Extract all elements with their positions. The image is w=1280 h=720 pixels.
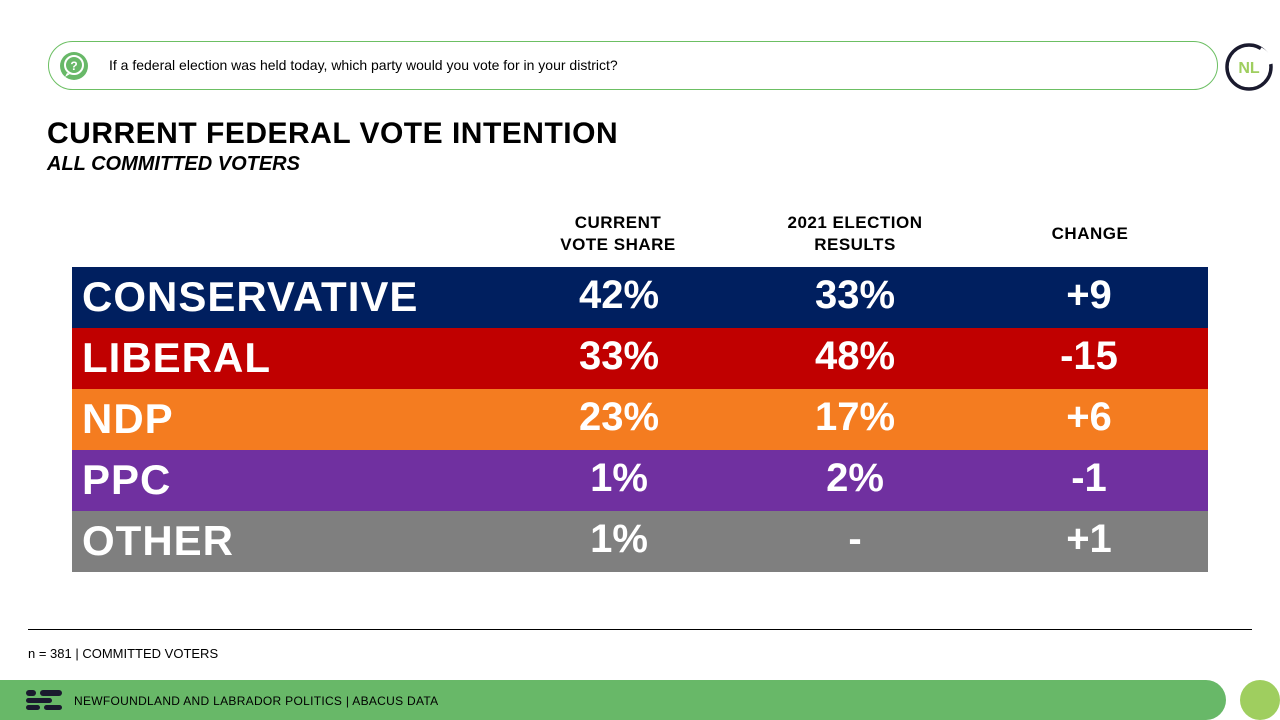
cell-current: 33% (578, 334, 660, 378)
sample-footnote: n = 381 | COMMITTED VOTERS (28, 646, 219, 661)
column-header-line: RESULTS (814, 235, 896, 254)
chart-title: CURRENT FEDERAL VOTE INTENTION (47, 117, 619, 150)
cell-current: 42% (578, 273, 660, 317)
column-header-change: CHANGE (980, 223, 1200, 245)
party-label: LIBERAL (82, 334, 271, 381)
vote-table: CONSERVATIVE 42% 33% +9 LIBERAL 33% 48% -15 NDP 2… (72, 267, 1208, 572)
table-row: LIBERAL 33% 48% -15 (72, 328, 1208, 389)
logo-text: NL (1238, 60, 1260, 77)
footer-dot (1240, 680, 1280, 720)
cell-previous: 48% (814, 334, 896, 378)
svg-text:?: ? (70, 59, 77, 73)
cell-previous: 33% (814, 273, 896, 317)
cell-current: 1% (590, 517, 648, 561)
abacus-logo-icon (26, 690, 62, 710)
cell-current: 23% (578, 395, 660, 439)
column-header-current: CURRENT VOTE SHARE (508, 212, 728, 256)
question-text: If a federal election was held today, wh… (109, 57, 618, 73)
column-header-line: CURRENT (574, 213, 662, 232)
footer-bar: NEWFOUNDLAND AND LABRADOR POLITICS | ABA… (0, 680, 1226, 720)
column-header-line: VOTE SHARE (560, 235, 676, 254)
party-label: NDP (82, 395, 174, 442)
cell-change: -1 (1071, 456, 1107, 500)
table-row: OTHER 1% - +1 (72, 511, 1208, 572)
question-box: ? If a federal election was held today, … (48, 41, 1218, 90)
column-header-line: CHANGE (1051, 224, 1129, 243)
cell-previous: 2% (826, 456, 884, 500)
cell-previous: - (848, 517, 862, 561)
column-header-previous: 2021 ELECTION RESULTS (745, 212, 965, 256)
table-row: CONSERVATIVE 42% 33% +9 (72, 267, 1208, 328)
footer-text: NEWFOUNDLAND AND LABRADOR POLITICS | ABA… (74, 694, 439, 708)
question-bubble-icon: ? (60, 52, 88, 80)
chart-subtitle: ALL COMMITTED VOTERS (47, 153, 300, 175)
nl-logo: NL (1225, 43, 1274, 91)
table-row: PPC 1% 2% -1 (72, 450, 1208, 511)
cell-change: +9 (1066, 273, 1112, 317)
column-header-line: 2021 ELECTION (787, 213, 923, 232)
footer-rule (28, 629, 1252, 630)
cell-change: +6 (1066, 395, 1112, 439)
table-row: NDP 23% 17% +6 (72, 389, 1208, 450)
cell-previous: 17% (814, 395, 896, 439)
cell-change: -15 (1060, 334, 1118, 378)
cell-current: 1% (590, 456, 648, 500)
cell-change: +1 (1066, 517, 1112, 561)
party-label: PPC (82, 456, 172, 503)
party-label: OTHER (82, 517, 234, 564)
party-label: CONSERVATIVE (82, 273, 419, 320)
